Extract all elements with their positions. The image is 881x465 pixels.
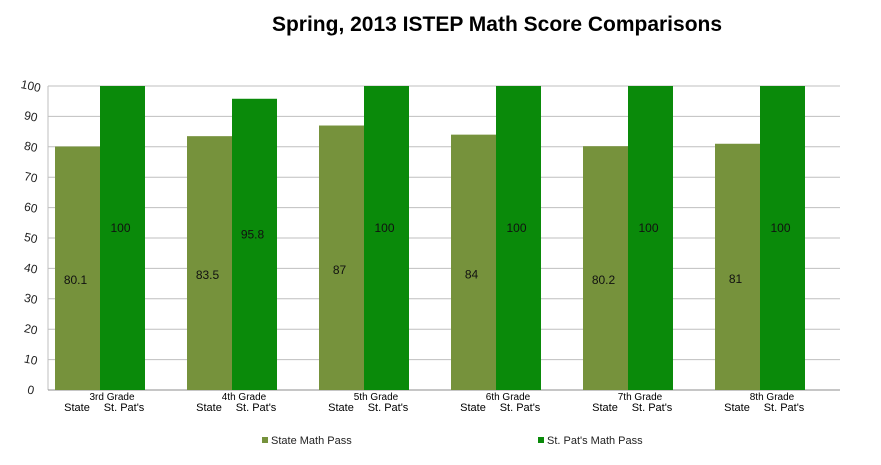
legend-label: State Math Pass [271, 435, 352, 447]
bar-st-pats-1 [100, 86, 145, 390]
data-label: 100 [638, 221, 658, 235]
y-tick-label: 100 [20, 77, 43, 95]
axes [47, 86, 840, 391]
y-axis-labels: 0 10 20 30 40 50 60 70 80 90 100 [20, 77, 43, 398]
data-label: 87 [333, 263, 347, 277]
bar-st-pats-6 [760, 86, 805, 390]
x-category-label: 6th Grade [486, 392, 531, 403]
x-sub-label-state: State [460, 402, 486, 414]
x-sub-label-state: State [64, 402, 90, 414]
data-label: 81 [729, 272, 743, 286]
legend-swatch [262, 437, 268, 443]
x-category-label: 3rd Grade [89, 392, 134, 403]
x-category-label: 4th Grade [222, 392, 267, 403]
data-label: 100 [110, 221, 130, 235]
data-label: 83.5 [196, 268, 220, 282]
y-tick-label: 0 [26, 383, 36, 398]
bar-st-pats-4 [496, 86, 541, 390]
bar-st-pats-5 [628, 86, 673, 390]
y-tick-label: 20 [23, 321, 39, 338]
data-labels: 80.1 100 83.5 95.8 87 100 84 100 80.2 100 81 100 [64, 221, 791, 287]
bar-state-6 [715, 143, 760, 390]
x-sub-label-st-pats: St. Pat's [632, 402, 673, 414]
legend-label: St. Pat's Math Pass [547, 435, 643, 447]
y-tick-label: 60 [23, 199, 39, 216]
y-tick-label: 50 [23, 230, 39, 247]
chart-title: Spring, 2013 ISTEP Math Score Comparison… [272, 13, 722, 36]
x-sub-label-st-pats: St. Pat's [104, 402, 145, 414]
x-sub-label-st-pats: St. Pat's [236, 402, 277, 414]
bar-state-4 [451, 134, 496, 390]
x-sub-label-st-pats: St. Pat's [368, 402, 409, 414]
x-category-label: 8th Grade [750, 392, 795, 403]
gridlines [48, 85, 840, 391]
data-label: 80.1 [64, 273, 88, 287]
bar-state-3 [319, 125, 364, 391]
x-category-label: 5th Grade [354, 392, 399, 403]
x-sub-label-state: State [196, 402, 222, 414]
x-sub-label-st-pats: St. Pat's [500, 402, 541, 414]
data-label: 95.8 [241, 227, 265, 241]
y-tick-label: 70 [23, 169, 39, 186]
data-label: 100 [770, 221, 790, 235]
y-tick-label: 30 [23, 291, 39, 308]
data-label: 80.2 [592, 273, 616, 287]
data-label: 84 [465, 267, 479, 281]
y-tick-label: 90 [23, 108, 39, 125]
bar-state-1 [55, 146, 100, 390]
bar-st-pats-3 [364, 86, 409, 390]
bar-st-pats-2 [232, 98, 277, 390]
x-category-label: 7th Grade [618, 392, 663, 403]
x-sub-label-state: State [592, 402, 618, 414]
data-label: 100 [506, 221, 526, 235]
x-sub-label-state: State [328, 402, 354, 414]
data-label: 100 [374, 221, 394, 235]
legend: State Math Pass St. Pat's Math Pass [262, 435, 643, 447]
legend-swatch [538, 437, 544, 443]
x-sub-label-state: State [724, 402, 750, 414]
bar-state-2 [187, 136, 232, 390]
bar-state-5 [583, 146, 628, 390]
bars [55, 86, 805, 391]
x-sub-label-st-pats: St. Pat's [764, 402, 805, 414]
y-tick-label: 10 [23, 351, 39, 368]
y-tick-label: 80 [23, 139, 39, 156]
y-tick-label: 40 [23, 260, 39, 277]
